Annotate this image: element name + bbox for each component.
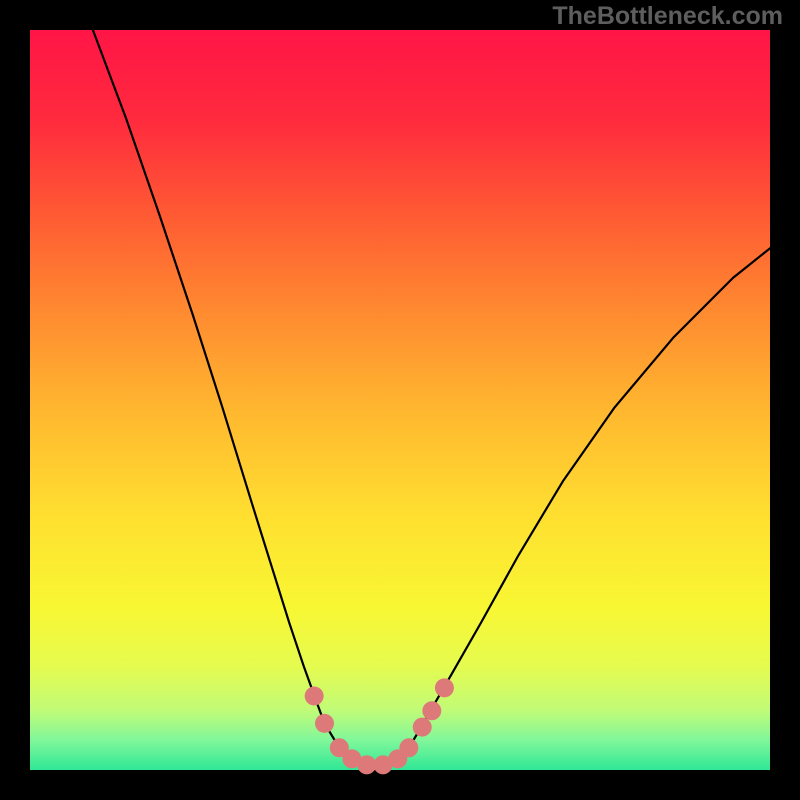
- trough-marker: [435, 678, 454, 697]
- watermark-text: TheBottleneck.com: [552, 2, 783, 31]
- bottleneck-curve: [93, 30, 770, 765]
- trough-marker: [413, 718, 432, 737]
- curve-layer: [0, 0, 800, 800]
- trough-marker: [315, 714, 334, 733]
- trough-marker: [422, 701, 441, 720]
- trough-marker: [357, 755, 376, 774]
- trough-marker: [399, 738, 418, 757]
- chart-stage: TheBottleneck.com: [0, 0, 800, 800]
- trough-marker-group: [305, 678, 454, 774]
- trough-marker: [305, 687, 324, 706]
